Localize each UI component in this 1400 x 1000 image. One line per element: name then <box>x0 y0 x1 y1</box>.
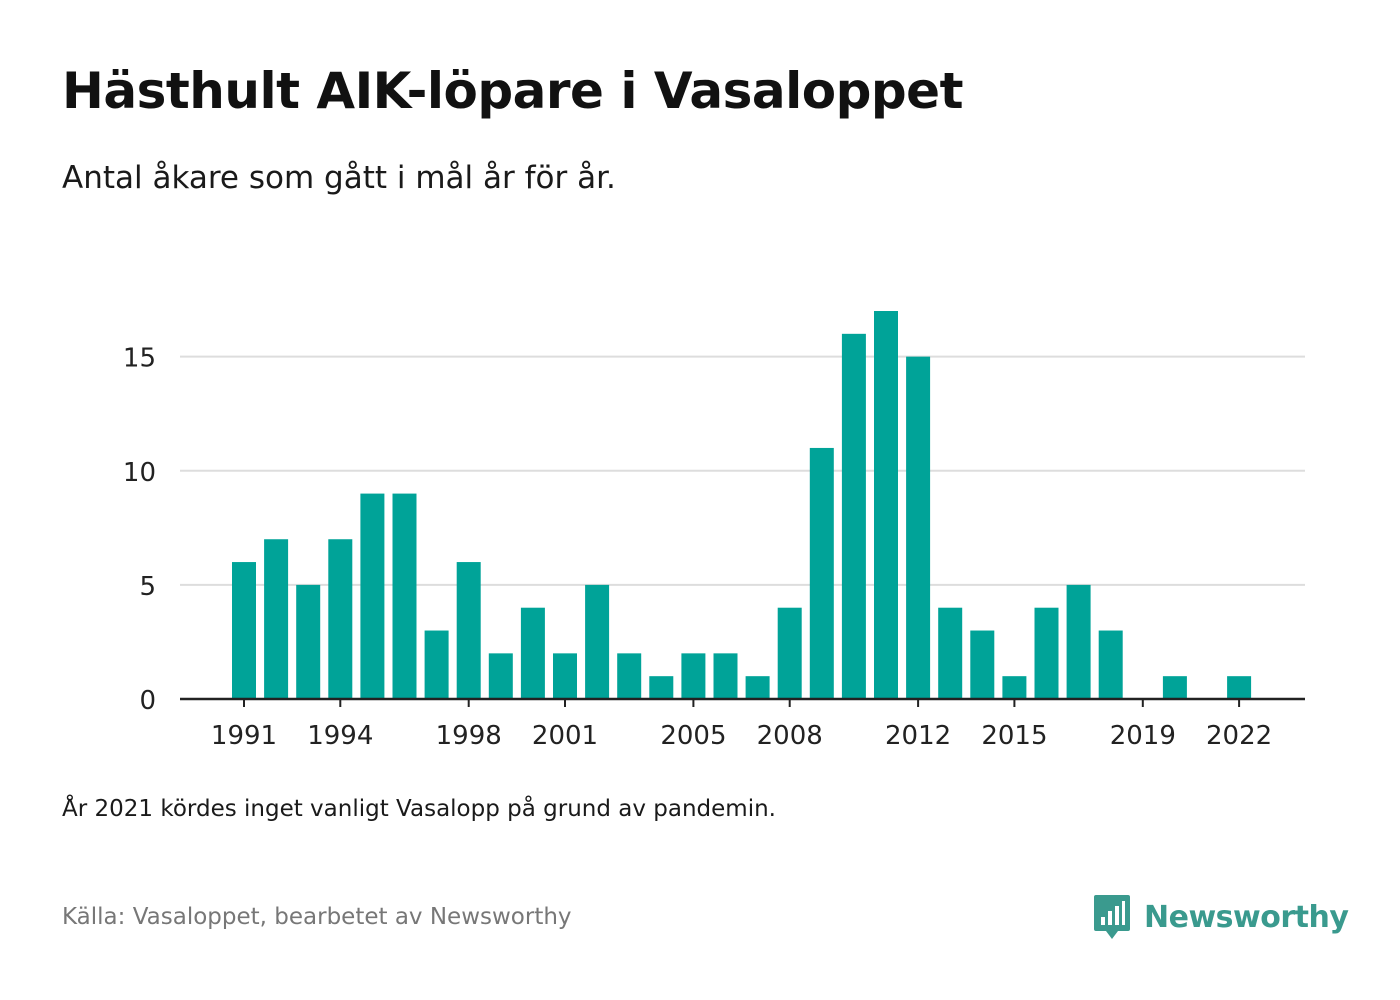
y-tick-label: 15 <box>123 344 156 374</box>
bar-2016 <box>1034 607 1059 699</box>
x-tick-label: 2019 <box>1110 721 1176 751</box>
bar-2002 <box>585 584 610 699</box>
bar-1991 <box>232 562 256 699</box>
y-tick-labels: 0 5 10 15 <box>123 344 156 716</box>
bar-1992 <box>264 539 289 699</box>
y-tick-label: 5 <box>139 572 156 602</box>
bar-1994 <box>328 539 353 699</box>
x-tick-label: 2001 <box>532 721 598 751</box>
bar-2013 <box>938 607 963 699</box>
bars <box>232 311 1252 699</box>
bar-2017 <box>1066 584 1091 699</box>
bar-chart: 0 5 10 15 1991 1994 1998 2001 2005 2008 2012 2015 2… <box>123 311 1305 751</box>
brand-logo: Newsworthy <box>1092 892 1349 942</box>
bar-2003 <box>617 653 642 699</box>
source-credit: Källa: Vasaloppet, bearbetet av Newswort… <box>62 904 572 930</box>
bar-2010 <box>841 333 866 699</box>
bar-1995 <box>360 493 385 699</box>
x-tick-label: 2022 <box>1206 721 1272 751</box>
bar-1997 <box>424 630 449 699</box>
brand-name: Newsworthy <box>1144 899 1349 935</box>
bar-2009 <box>809 447 834 699</box>
bar-2004 <box>649 676 674 699</box>
x-tick-label: 1998 <box>436 721 502 751</box>
bar-1996 <box>392 493 417 699</box>
x-tick-label: 2015 <box>981 721 1047 751</box>
bar-2011 <box>874 311 898 699</box>
x-tick-label: 2012 <box>885 721 951 751</box>
bar-2022 <box>1227 676 1252 699</box>
y-tick-label: 10 <box>123 458 156 488</box>
bar-2000 <box>520 607 545 699</box>
chart-title: Hästhult AIK-löpare i Vasaloppet <box>62 62 963 120</box>
bar-2005 <box>681 653 706 699</box>
x-tick-label: 2008 <box>757 721 823 751</box>
bar-2007 <box>745 676 770 699</box>
x-tick-label: 1994 <box>307 721 373 751</box>
y-tick-label: 0 <box>139 686 156 716</box>
bar-2018 <box>1098 630 1123 699</box>
bar-chart-speech-bubble-icon <box>1094 895 1130 939</box>
bar-1999 <box>488 653 513 699</box>
bar-2006 <box>713 653 738 699</box>
bar-1998 <box>456 562 481 699</box>
bar-2014 <box>970 630 995 699</box>
bar-2001 <box>553 653 577 699</box>
x-tick-label: 2005 <box>660 721 726 751</box>
bar-2008 <box>777 607 802 699</box>
chart-subtitle: Antal åkare som gått i mål år för år. <box>62 160 616 196</box>
bar-2012 <box>906 356 931 699</box>
x-tick-label: 1991 <box>211 721 277 751</box>
footnote: År 2021 kördes inget vanligt Vasalopp på… <box>62 796 776 822</box>
bar-1993 <box>296 584 321 699</box>
x-tick-labels: 1991 1994 1998 2001 2005 2008 2012 2015 2019 2022 <box>211 699 1272 751</box>
bar-2015 <box>1002 676 1027 699</box>
bar-2020 <box>1162 676 1187 699</box>
